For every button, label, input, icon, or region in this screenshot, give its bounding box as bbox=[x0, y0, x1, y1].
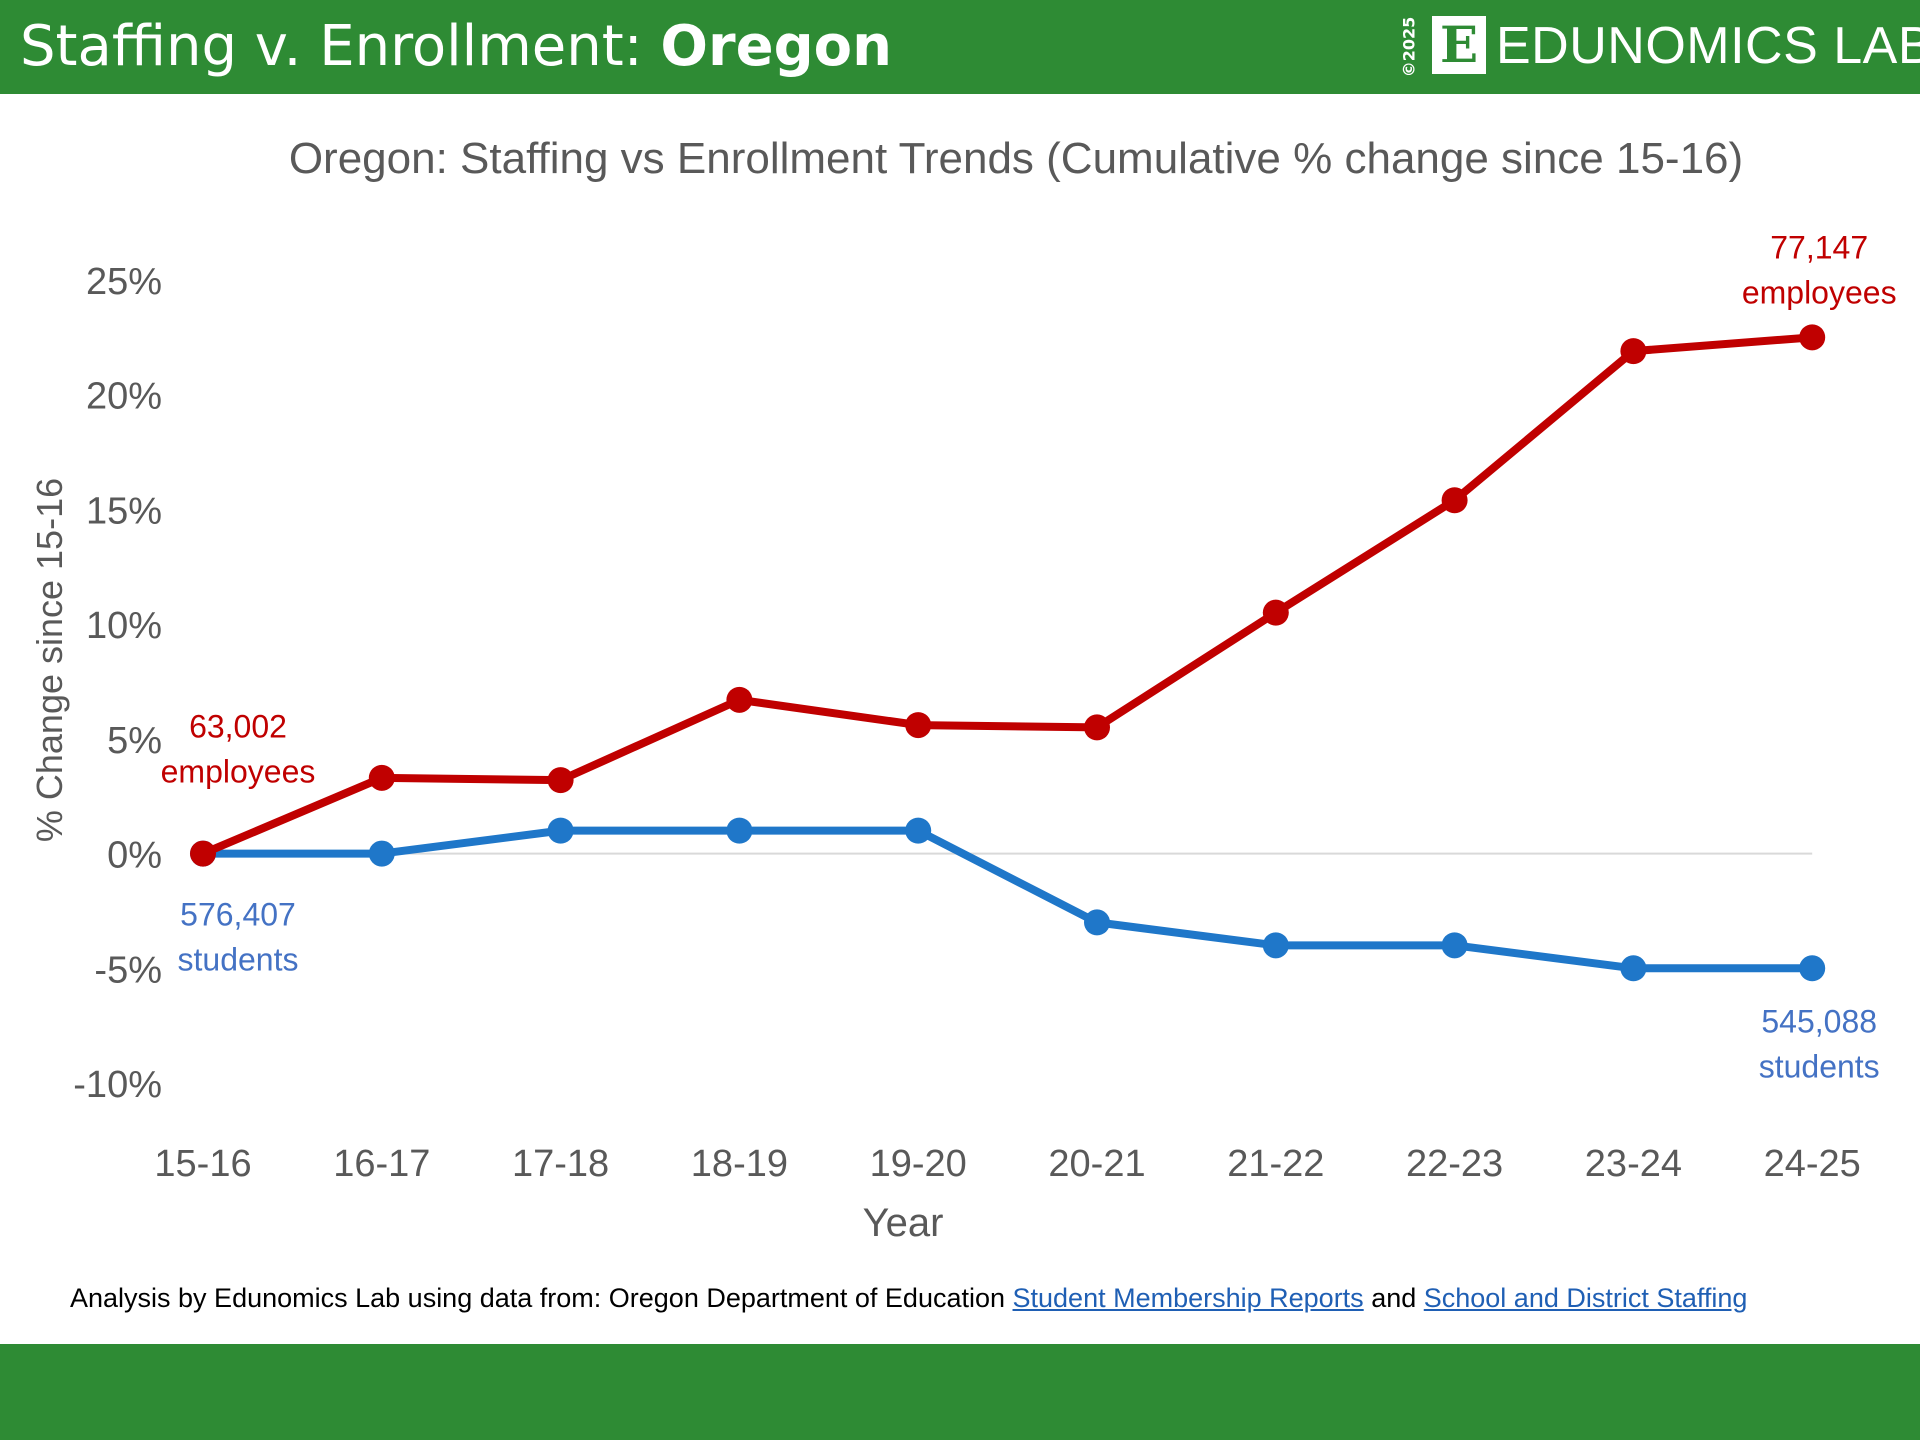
students-data-point bbox=[1620, 955, 1647, 982]
students-data-point bbox=[726, 817, 753, 844]
y-tick-label: 25% bbox=[86, 261, 162, 303]
staff-data-point bbox=[547, 767, 574, 794]
staff-series-line bbox=[199, 333, 1817, 858]
y-tick-label: 20% bbox=[86, 376, 162, 418]
x-tick-label: 21-22 bbox=[1227, 1143, 1324, 1185]
students-end-label: students bbox=[1759, 1048, 1880, 1084]
students-start-label: 576,407 bbox=[180, 897, 296, 933]
staff-data-point bbox=[1441, 487, 1468, 514]
y-axis-title: % Change since 15-16 bbox=[29, 478, 70, 842]
x-axis-title: Year bbox=[863, 1201, 944, 1245]
brand-name: EDUNOMICS LAB bbox=[1496, 17, 1920, 75]
staff-start-label: employees bbox=[161, 754, 316, 790]
header-bar: Staffing v. Enrollment: Oregon ©2025 E E… bbox=[0, 0, 1920, 94]
source-note: Analysis by Edunomics Lab using data fro… bbox=[70, 1280, 1890, 1316]
staff-data-point bbox=[190, 840, 216, 867]
line-chart: Oregon: Staffing vs Enrollment Trends (C… bbox=[29, 134, 1897, 1245]
logo-letter: E bbox=[1439, 15, 1479, 74]
students-data-point bbox=[1084, 909, 1110, 936]
x-tick-label: 17-18 bbox=[512, 1143, 609, 1185]
source-middle: and bbox=[1363, 1283, 1424, 1313]
y-tick-label: 15% bbox=[86, 490, 162, 532]
staff-end-label: 77,147 bbox=[1770, 229, 1868, 265]
x-tick-label: 24-25 bbox=[1764, 1143, 1861, 1185]
students-data-point bbox=[1262, 932, 1289, 959]
y-axis-ticks: 25% 20% 15% 10% 5% 0% -5% -10% bbox=[73, 261, 162, 1106]
students-data-point bbox=[905, 817, 932, 844]
brand-logo-icon: E bbox=[1432, 16, 1486, 74]
x-tick-label: 20-21 bbox=[1048, 1143, 1145, 1185]
staff-data-point bbox=[368, 764, 395, 791]
students-data-point bbox=[1799, 955, 1826, 982]
students-data-point bbox=[547, 817, 574, 844]
copyright-notice: ©2025 bbox=[1398, 16, 1420, 78]
staff-data-point bbox=[1799, 324, 1826, 351]
copyright-text: ©2025 bbox=[1399, 16, 1419, 78]
title-state: Oregon bbox=[660, 14, 893, 79]
y-tick-label: 0% bbox=[107, 835, 162, 877]
student-membership-link[interactable]: Student Membership Reports bbox=[1012, 1283, 1364, 1313]
y-tick-label: -10% bbox=[73, 1064, 162, 1106]
staff-data-point bbox=[726, 686, 753, 713]
staff-data-point bbox=[1084, 714, 1110, 741]
x-tick-label: 22-23 bbox=[1406, 1143, 1503, 1185]
title-prefix: Staffing v. Enrollment: bbox=[20, 14, 661, 79]
x-axis-ticks: 15-16 16-17 17-18 18-19 19-20 20-21 21-22 22-23… bbox=[154, 1143, 1860, 1185]
chart-title: Oregon: Staffing vs Enrollment Trends (C… bbox=[289, 134, 1743, 183]
y-tick-label: 10% bbox=[86, 605, 162, 647]
x-tick-label: 15-16 bbox=[154, 1143, 251, 1185]
staffing-link[interactable]: School and District Staffing bbox=[1423, 1283, 1748, 1313]
x-tick-label: 23-24 bbox=[1585, 1143, 1682, 1185]
x-tick-label: 19-20 bbox=[870, 1143, 967, 1185]
x-tick-label: 16-17 bbox=[333, 1143, 430, 1185]
staff-data-point bbox=[1620, 338, 1647, 365]
students-data-point bbox=[1441, 932, 1468, 959]
students-end-label: 545,088 bbox=[1761, 1003, 1877, 1039]
page-title: Staffing v. Enrollment: Oregon bbox=[20, 10, 892, 84]
staff-end-label: employees bbox=[1742, 274, 1897, 310]
series-layer bbox=[190, 324, 1826, 982]
y-tick-label: -5% bbox=[94, 949, 162, 991]
source-prefix: Analysis by Edunomics Lab using data fro… bbox=[70, 1283, 1013, 1313]
x-tick-label: 18-19 bbox=[691, 1143, 788, 1185]
staff-data-point bbox=[1262, 599, 1289, 626]
students-series-line bbox=[199, 826, 1817, 973]
y-tick-label: 5% bbox=[107, 720, 162, 762]
footer-bar bbox=[0, 1344, 1920, 1440]
students-data-point bbox=[368, 840, 395, 867]
staff-start-label: 63,002 bbox=[189, 709, 287, 745]
students-start-label: students bbox=[178, 942, 299, 978]
staff-data-point bbox=[905, 712, 932, 739]
data-labels: 63,002 employees 77,147 employees 576,407 stu… bbox=[161, 229, 1897, 1084]
